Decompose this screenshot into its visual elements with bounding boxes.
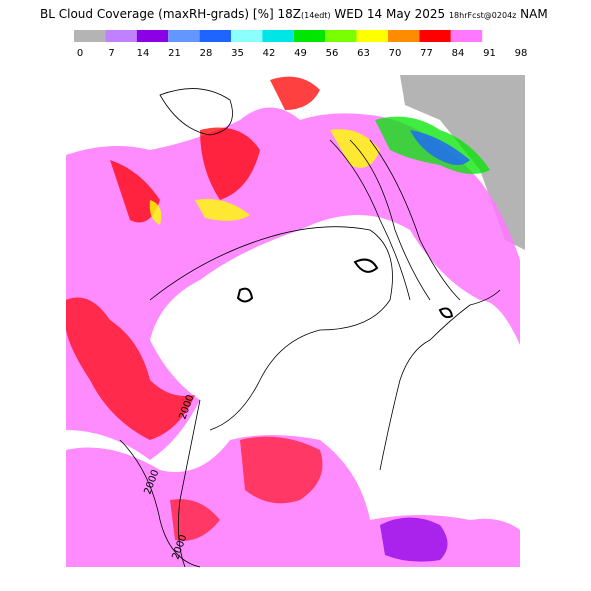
colorbar-swatch [74, 30, 106, 42]
colorbar-swatch [450, 30, 483, 42]
contour-line [149, 226, 393, 431]
colorbar-label: 28 [200, 48, 213, 59]
colorbar-label: 21 [168, 48, 181, 59]
cloud-area [66, 297, 195, 440]
colorbar-label: 42 [263, 48, 276, 59]
contour-line [159, 88, 233, 136]
title-part: BL Cloud Coverage (maxRH-grads) [%] 18Z [40, 7, 301, 21]
colorbar-swatch [105, 30, 137, 42]
colorbar-label: 63 [357, 48, 370, 59]
contour-line [329, 139, 461, 301]
colorbar-swatch [293, 30, 326, 42]
colorbar-label: 84 [452, 48, 465, 59]
cloud-area [149, 129, 380, 225]
colorbar-swatch [419, 30, 451, 42]
contour-line [379, 289, 501, 471]
colorbar-label: 77 [420, 48, 433, 59]
contour-line [119, 399, 201, 568]
title: BL Cloud Coverage (maxRH-grads) [%] 18Z(… [40, 7, 548, 21]
colorbar-label: 70 [389, 48, 402, 59]
colorbar: 0 7 14 21 28 35 42 49 56 63 70 77 84 91 98 [74, 30, 527, 59]
colorbar-label: 98 [515, 48, 528, 59]
colorbar-swatch [262, 30, 294, 42]
colorbar-swatch [136, 30, 169, 42]
cloud-area [380, 517, 448, 562]
cloud-area [110, 76, 320, 223]
title-part: WED 14 May 2025 [331, 7, 449, 21]
colorbar-label: 0 [77, 48, 83, 59]
colorbar-swatch [388, 30, 420, 42]
cloud-area [410, 130, 470, 165]
colorbar-swatch [168, 30, 200, 42]
title-part: NAM [516, 7, 547, 21]
colorbar-swatch [231, 30, 263, 42]
cloud-area [66, 107, 520, 460]
colorbar-swatch [356, 30, 388, 42]
colorbar-label: 56 [326, 48, 339, 59]
colorbar-label: 14 [137, 48, 150, 59]
map: 2000 2000 2000 [66, 75, 525, 568]
title-part: 18hrFcst@0204z [449, 11, 516, 20]
colorbar-swatch [325, 30, 357, 42]
colorbar-label: 91 [483, 48, 496, 59]
colorbar-label: 49 [294, 48, 307, 59]
colorbar-label: 35 [231, 48, 244, 59]
cloud-area [170, 436, 323, 541]
title-part: (14edt) [301, 11, 331, 20]
colorbar-swatch [199, 30, 231, 42]
colorbar-label: 7 [108, 48, 114, 59]
coastline [236, 258, 454, 319]
